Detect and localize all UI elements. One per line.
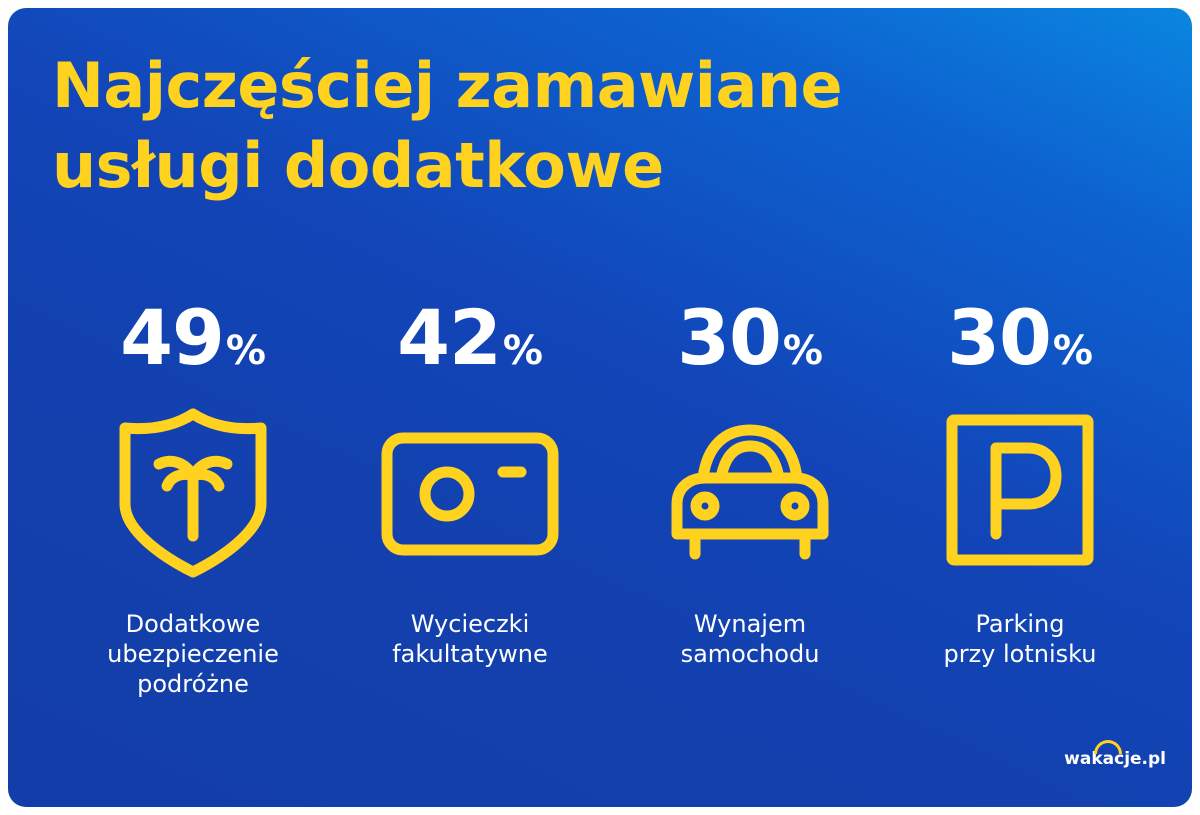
stat-value: 49	[120, 293, 225, 382]
car-icon	[620, 406, 880, 581]
stat-excursions: 42% Wycieczki fakultatywne	[340, 288, 600, 669]
stat-label: Parking przy lotnisku	[890, 609, 1150, 669]
stat-parking: 30% Parking przy lotnisku	[890, 288, 1150, 669]
stat-value: 30	[947, 293, 1052, 382]
title-line-1: Najczęściej zamawiane	[52, 49, 843, 122]
stat-value: 42	[397, 293, 502, 382]
stat-percentage: 42%	[340, 288, 600, 388]
label-line: samochodu	[680, 640, 820, 668]
label-line: Wynajem	[693, 610, 807, 638]
label-line: fakultatywne	[392, 640, 548, 668]
stat-percentage: 30%	[890, 288, 1150, 388]
stat-label: Dodatkowe ubezpieczenie podróżne	[63, 609, 323, 699]
stat-percentage: 30%	[620, 288, 880, 388]
camera-icon	[340, 406, 600, 581]
page-title: Najczęściej zamawiane usługi dodatkowe	[52, 46, 843, 206]
logo-text: wakacje.pl	[1064, 749, 1166, 769]
stat-unit: %	[1052, 328, 1093, 374]
stat-value: 30	[677, 293, 782, 382]
label-line: Dodatkowe	[125, 610, 261, 638]
label-line: Parking	[975, 610, 1065, 638]
stat-unit: %	[502, 328, 543, 374]
stat-car-rental: 30% Wynajem samochodu	[620, 288, 880, 669]
label-line: ubezpieczenie	[107, 640, 279, 668]
parking-icon	[890, 406, 1150, 581]
stat-label: Wynajem samochodu	[620, 609, 880, 669]
brand-logo: wakacje.pl	[1064, 740, 1166, 769]
label-line: Wycieczki	[410, 610, 530, 638]
stat-insurance: 49% Dodatkowe ubezpieczenie podróżne	[63, 288, 323, 699]
infographic-card: Najczęściej zamawiane usługi dodatkowe 4…	[8, 8, 1192, 807]
label-line: przy lotnisku	[943, 640, 1097, 668]
label-line: podróżne	[137, 670, 249, 698]
stat-unit: %	[225, 328, 266, 374]
stat-label: Wycieczki fakultatywne	[340, 609, 600, 669]
logo-arc-icon	[1094, 740, 1123, 754]
stat-unit: %	[782, 328, 823, 374]
title-line-2: usługi dodatkowe	[52, 129, 664, 202]
stat-percentage: 49%	[63, 288, 323, 388]
shield-palm-icon	[63, 406, 323, 581]
